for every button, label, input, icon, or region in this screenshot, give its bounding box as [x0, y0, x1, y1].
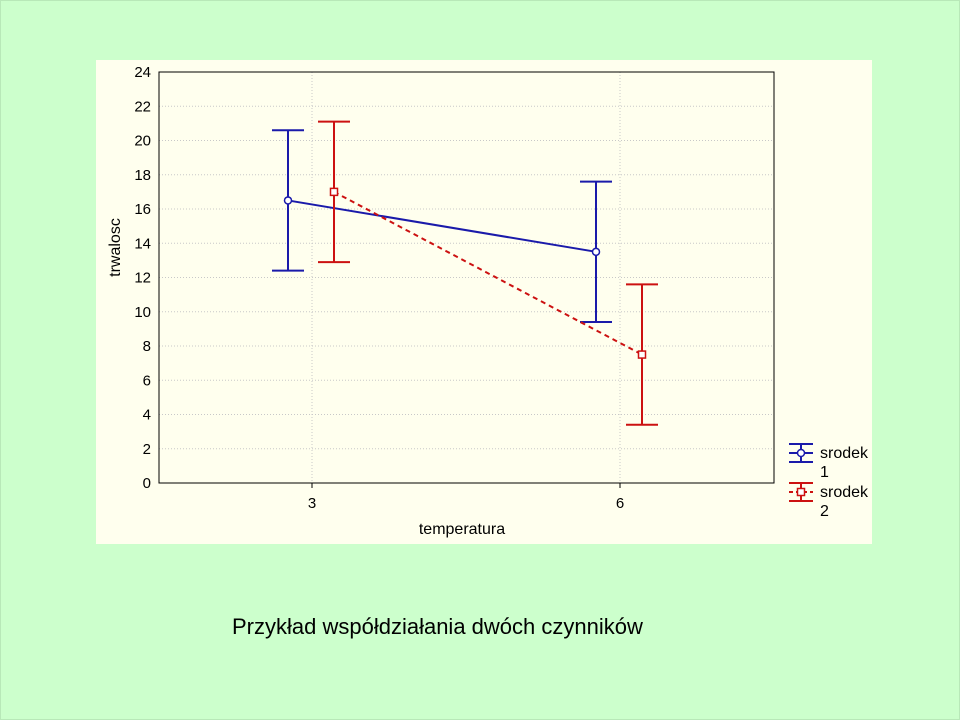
grid-lines [159, 71, 774, 483]
y-tick-label: 0 [143, 475, 151, 492]
y-tick-label: 16 [134, 201, 151, 218]
legend-marker-square [796, 487, 806, 497]
x-axis-title: temperatura [419, 521, 505, 538]
y-tick-label: 10 [134, 304, 151, 321]
y-tick-label: 4 [143, 407, 151, 424]
y-tick-label: 20 [134, 133, 151, 150]
data-point-square [329, 187, 339, 197]
legend-marker-circle [796, 448, 806, 458]
series-line-1 [287, 199, 597, 253]
y-axis-title: trwalosc [107, 218, 124, 277]
series [272, 120, 658, 426]
data-point-square [637, 350, 647, 359]
plot-frame [158, 71, 775, 484]
y-tick-label: 6 [143, 372, 151, 389]
axes [158, 71, 775, 488]
legend-label: 2 [820, 503, 829, 520]
y-tick-label: 18 [134, 167, 151, 184]
legend-label: srodek [820, 445, 869, 462]
x-tick-label: 3 [308, 495, 316, 512]
data-point-circle [283, 196, 293, 205]
y-tick-label: 8 [143, 338, 151, 355]
legend: srodek 1 srodek 2 [789, 443, 869, 520]
y-tick-label: 22 [134, 98, 151, 115]
legend-label: srodek [820, 484, 869, 501]
series-line-2 [333, 190, 643, 356]
slide-caption: Przykład współdziałania dwóch czynników [232, 614, 643, 639]
data-point-circle [591, 247, 601, 257]
chart-panel: 0 2 4 6 8 10 12 14 16 18 20 22 24 3 6 temperatura trwa… [96, 60, 872, 544]
x-tick-label: 6 [616, 495, 624, 512]
y-tick-label: 14 [134, 235, 151, 252]
y-tick-label: 12 [134, 270, 151, 287]
legend-label: 1 [820, 464, 829, 481]
y-tick-label: 2 [143, 441, 151, 458]
y-tick-label: 24 [134, 64, 151, 81]
